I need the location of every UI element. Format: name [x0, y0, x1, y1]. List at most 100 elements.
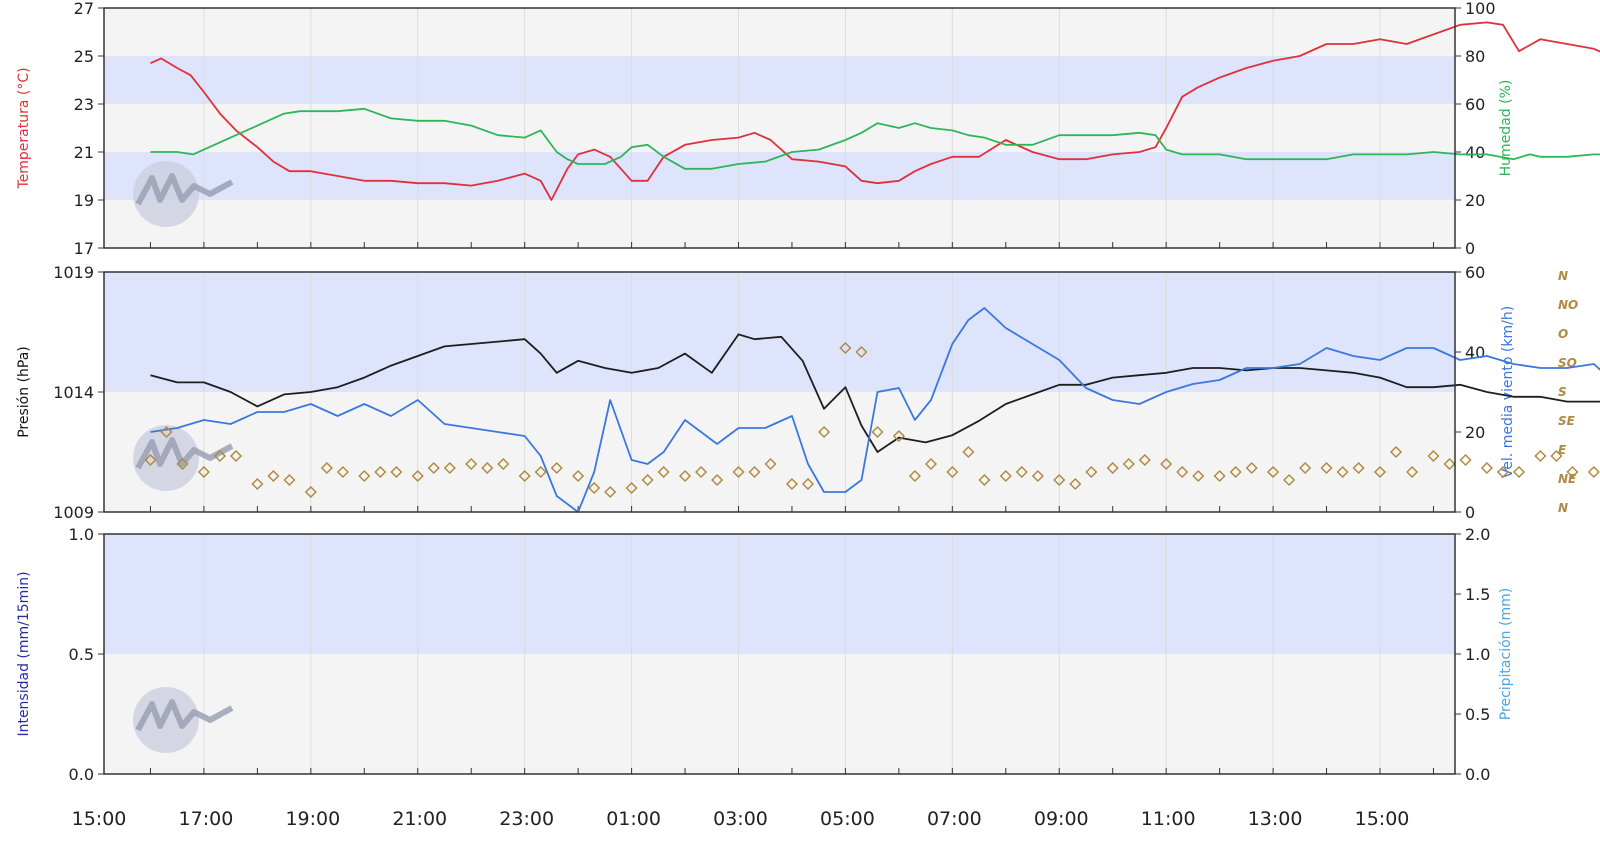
plot-frame [103, 7, 1456, 249]
plot-frame [103, 533, 1456, 775]
series-line [150, 307, 1600, 513]
y-axis-title: Temperatura (°C) [16, 67, 32, 189]
y-right-axis-title: Humedad (%) [1498, 80, 1514, 177]
wind-direction-point [390, 465, 403, 479]
wind-direction-point [534, 465, 547, 479]
wind-direction-point [946, 465, 959, 479]
y-right-tick-label: 60 [1465, 95, 1485, 114]
wind-direction-point [1336, 465, 1349, 479]
wind-direction-point [1213, 469, 1226, 483]
wind-direction-point [443, 461, 456, 475]
y-tick-label: 1.0 [69, 525, 94, 544]
wind-direction-point [1053, 473, 1066, 487]
wind-direction-point [1176, 465, 1189, 479]
y-tick-label: 21 [74, 143, 94, 162]
y-right-tick-label: 100 [1465, 0, 1496, 18]
x-tick-label: 21:00 [392, 808, 447, 830]
wind-direction-point [711, 473, 724, 487]
wind-direction-point [1427, 449, 1440, 463]
wind-direction-point [518, 469, 531, 483]
wind-direction-point [962, 445, 975, 459]
wind-direction-point [588, 481, 601, 495]
wind-direction-label: N [1558, 269, 1568, 283]
wind-direction-point [160, 425, 173, 439]
wind-direction-point [892, 429, 905, 443]
wind-direction-point [481, 461, 494, 475]
y-right-axis-title: Precipitación (mm) [1498, 588, 1514, 720]
y-right-tick-label: 80 [1465, 47, 1485, 66]
x-tick-label: 03:00 [713, 808, 768, 830]
wind-direction-point [374, 465, 387, 479]
wind-direction-point [411, 469, 424, 483]
wind-direction-point [764, 457, 777, 471]
x-tick-label: 19:00 [285, 808, 340, 830]
y-right-tick-label: 2.0 [1465, 525, 1490, 544]
wind-direction-point [695, 465, 708, 479]
y-right-tick-label: 0.0 [1465, 765, 1490, 784]
wind-direction-label: N [1558, 501, 1568, 515]
wind-direction-point [785, 477, 799, 491]
wind-direction-point [320, 461, 333, 475]
watermark-logo [133, 425, 234, 491]
wind-direction-point [625, 481, 638, 495]
wind-direction-point [572, 469, 585, 483]
panel-temperatura-humedad: 17 19 21 23 25 27 0 20 40 60 80 100 Temperatura (°C)… [16, 0, 1600, 258]
x-tick-label: 13:00 [1248, 808, 1303, 830]
wind-direction-point [908, 469, 921, 483]
wind-direction-point [251, 477, 264, 491]
y-tick-label: 25 [74, 47, 94, 66]
wind-direction-point [1587, 465, 1600, 479]
wind-direction-point [1122, 457, 1135, 471]
wind-direction-point [817, 425, 831, 439]
y-tick-label: 0.0 [69, 765, 94, 784]
x-tick-label: 11:00 [1141, 808, 1196, 830]
wind-direction-point [1406, 465, 1419, 479]
x-tick-label: 17:00 [179, 808, 234, 830]
logo-mark [135, 437, 234, 470]
wind-direction-point [1267, 465, 1280, 479]
wind-direction-point [1299, 461, 1312, 475]
chart-panels: 17 19 21 23 25 27 0 20 40 60 80 100 Temperatura (°C)… [16, 0, 1600, 784]
wind-direction-point [1373, 465, 1387, 479]
wind-direction-point [604, 485, 617, 499]
wind-direction-point [871, 425, 884, 439]
x-tick-label: 15:00 [1355, 808, 1410, 830]
wind-direction-point [1389, 445, 1403, 459]
wind-direction-point [1443, 457, 1456, 471]
wind-direction-point [358, 469, 371, 483]
wind-direction-label: S [1558, 385, 1567, 399]
wind-direction-point [550, 461, 563, 475]
y-right-tick-label: 20 [1465, 423, 1485, 442]
y-right-axis-title: Vel. media viento (km/h) [1500, 306, 1516, 478]
y-right-tick-label: 60 [1465, 263, 1485, 282]
wind-direction-point [1480, 461, 1493, 475]
y-tick-label: 17 [74, 239, 94, 258]
wind-direction-point [839, 341, 852, 355]
x-tick-label: 07:00 [927, 808, 982, 830]
wind-direction-point [1160, 457, 1173, 471]
wind-direction-label: NO [1558, 298, 1578, 312]
wind-direction-label: SE [1558, 414, 1576, 428]
wind-direction-point [497, 457, 510, 471]
y-right-tick-label: 0 [1465, 503, 1475, 522]
y-tick-label: 23 [74, 95, 94, 114]
wind-direction-label: NE [1558, 472, 1577, 486]
wind-direction-point [213, 449, 227, 463]
series-line [150, 107, 1600, 170]
y-right-tick-label: 0.5 [1465, 705, 1490, 724]
y-right-tick-label: 1.5 [1465, 585, 1490, 604]
y-tick-label: 0.5 [69, 645, 94, 664]
y-tick-label: 1009 [53, 503, 94, 522]
wind-direction-point [1245, 461, 1258, 475]
wind-direction-point [304, 485, 317, 499]
wind-direction-point [924, 457, 938, 471]
wind-direction-label: O [1558, 327, 1568, 341]
y-axis-title: Intensidad (mm/15min) [16, 571, 32, 736]
wind-direction-point [999, 469, 1012, 483]
x-axis: 15:00 17:00 19:00 21:00 23:00 01:00 03:00 05:00… [72, 808, 1410, 830]
wind-direction-point [1031, 469, 1044, 483]
wind-direction-point [465, 457, 478, 471]
wind-direction-point [229, 449, 243, 463]
watermark-logo [133, 687, 234, 753]
x-tick-label: 01:00 [606, 808, 661, 830]
